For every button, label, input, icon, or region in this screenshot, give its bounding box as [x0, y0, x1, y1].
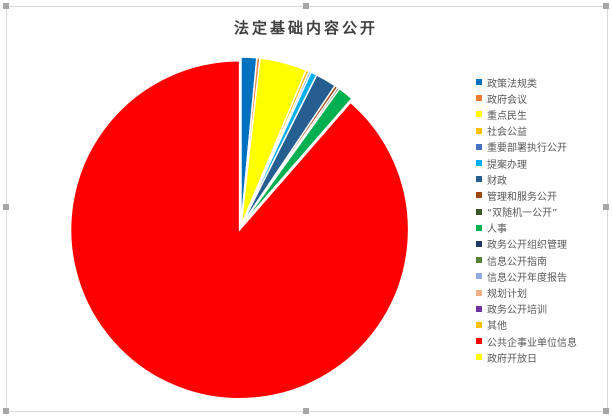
- pie-slice[interactable]: [240, 87, 354, 227]
- legend-swatch: [476, 79, 482, 86]
- legend-swatch: [476, 95, 482, 102]
- resize-handle-bottom-right[interactable]: [603, 408, 609, 414]
- legend-item[interactable]: “双随机一公开”: [476, 204, 577, 220]
- legend-swatch: [476, 192, 482, 199]
- legend-label: 管理和服务公开: [487, 191, 557, 203]
- resize-handle-top-left[interactable]: [3, 3, 9, 9]
- legend-swatch: [476, 240, 482, 247]
- legend-swatch: [476, 257, 482, 264]
- legend-item[interactable]: 信息公开指南: [476, 252, 577, 268]
- legend-label: 信息公开指南: [487, 256, 547, 268]
- legend-label: 信息公开年度报告: [487, 272, 567, 284]
- legend-label: 政府开放日: [487, 353, 537, 365]
- legend-swatch: [476, 127, 482, 134]
- legend-swatch: [476, 338, 482, 345]
- legend-item[interactable]: 财政: [476, 171, 577, 187]
- resize-handle-left[interactable]: [3, 204, 9, 210]
- legend-item[interactable]: 信息公开年度报告: [476, 268, 577, 284]
- legend-item[interactable]: 政府开放日: [476, 349, 577, 365]
- legend-label: 重点民生: [487, 110, 527, 122]
- legend-swatch: [476, 176, 482, 183]
- resize-handle-top[interactable]: [303, 3, 309, 9]
- resize-handle-bottom-left[interactable]: [3, 408, 9, 414]
- legend-item[interactable]: 人事: [476, 220, 577, 236]
- legend-swatch: [476, 354, 482, 361]
- legend-label: 人事: [487, 224, 507, 236]
- legend-swatch: [476, 224, 482, 231]
- legend-item[interactable]: 政策法规类: [476, 74, 577, 90]
- legend-item[interactable]: 社会公益: [476, 123, 577, 139]
- legend-item[interactable]: 管理和服务公开: [476, 187, 577, 203]
- legend-item[interactable]: 政府会议: [476, 90, 577, 106]
- resize-handle-bottom[interactable]: [303, 408, 309, 414]
- legend: 政策法规类政府会议重点民生社会公益重要部署执行公开 提案办理财政管理和服务公开 “双…: [476, 74, 577, 365]
- legend-swatch: [476, 143, 482, 150]
- legend-label: 重要部署执行公开: [487, 143, 567, 155]
- legend-swatch: [476, 111, 482, 118]
- legend-label: 政府会议: [487, 94, 527, 106]
- chart-title: 法定基础内容公开: [233, 19, 378, 37]
- legend-label: 公共企事业单位信息: [487, 337, 577, 349]
- legend-swatch: [476, 321, 482, 328]
- legend-item[interactable]: 提案办理: [476, 155, 577, 171]
- legend-item[interactable]: 规划计划: [476, 284, 577, 300]
- legend-label: 提案办理: [487, 159, 527, 171]
- legend-label: 政务公开培训: [487, 305, 547, 317]
- legend-label: 政务公开组织管理: [487, 240, 567, 252]
- legend-label: 社会公益: [487, 127, 527, 139]
- legend-item[interactable]: 政务公开培训: [476, 301, 577, 317]
- legend-label: 其他: [487, 321, 507, 333]
- legend-swatch: [476, 208, 482, 215]
- resize-handle-top-right[interactable]: [603, 3, 609, 9]
- legend-item[interactable]: 重要部署执行公开: [476, 139, 577, 155]
- legend-item[interactable]: 其他: [476, 317, 577, 333]
- legend-swatch: [476, 305, 482, 312]
- legend-item[interactable]: 政务公开组织管理: [476, 236, 577, 252]
- legend-label: “双随机一公开”: [487, 208, 558, 220]
- legend-swatch: [476, 160, 482, 167]
- legend-label: 政策法规类: [487, 78, 537, 90]
- legend-swatch: [476, 273, 482, 280]
- legend-label: 规划计划: [487, 289, 527, 301]
- pie-slice[interactable]: [69, 59, 410, 400]
- legend-item[interactable]: 公共企事业单位信息: [476, 333, 577, 349]
- legend-swatch: [476, 289, 482, 296]
- legend-label: 财政: [487, 175, 507, 187]
- resize-handle-right[interactable]: [603, 204, 609, 210]
- legend-item[interactable]: 重点民生: [476, 106, 577, 122]
